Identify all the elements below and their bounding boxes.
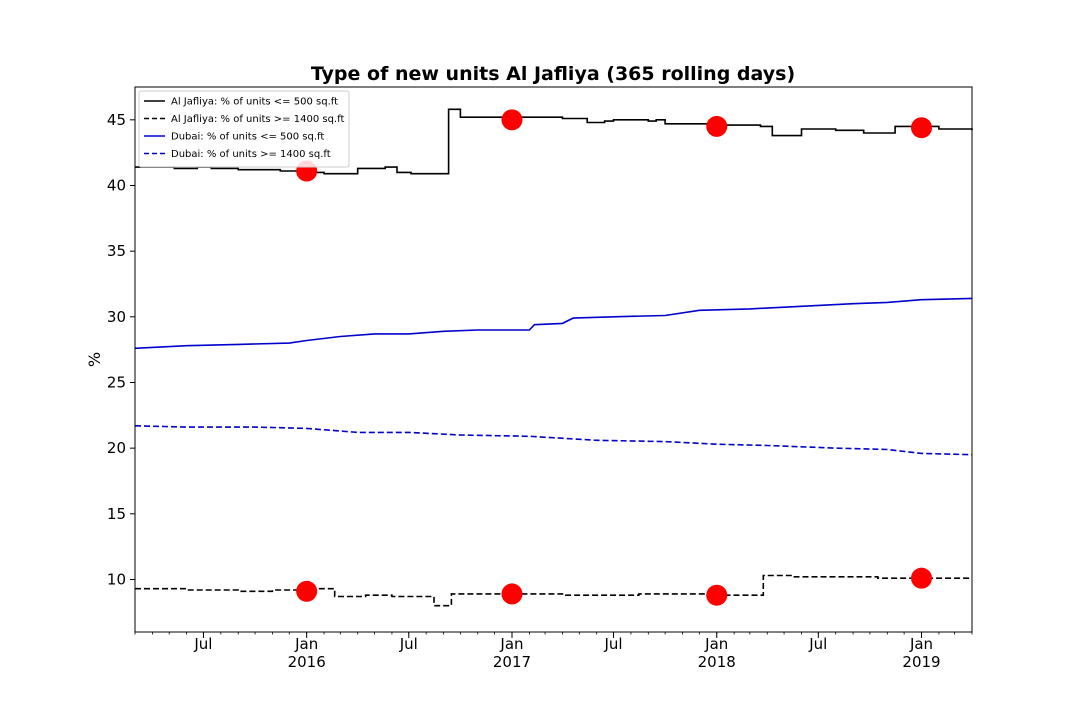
marker-point-5 <box>296 580 318 602</box>
y-tick-label: 15 <box>107 505 126 523</box>
x-tick-label: Jan <box>499 635 523 653</box>
x-tick-label: Jul <box>193 635 212 653</box>
legend-label-2: Al Jafliya: % of units >= 1400 sq.ft <box>171 114 344 125</box>
marker-point-6 <box>501 583 523 605</box>
series-layer <box>134 108 973 607</box>
y-tick-label: 35 <box>107 242 126 260</box>
chart-title: Type of new units Al Jafliya (365 rollin… <box>311 63 795 85</box>
x-tick-label: Jul <box>808 635 827 653</box>
x-tick-year-label: 2017 <box>493 653 531 671</box>
marker-point-4 <box>911 117 933 139</box>
x-tick-label: Jan <box>909 635 933 653</box>
series-line-1 <box>135 108 973 175</box>
marker-point-7 <box>706 584 728 606</box>
marker-layer <box>296 109 933 606</box>
legend-label-1: Al Jafliya: % of units <= 500 sq.ft <box>171 97 338 108</box>
series-line-4 <box>134 425 973 456</box>
y-tick-label: 30 <box>107 308 126 326</box>
marker-point-3 <box>706 115 728 137</box>
x-tick-year-label: 2019 <box>902 653 940 671</box>
legend-label-3: Dubai: % of units <= 500 sq.ft <box>171 132 324 143</box>
y-tick-label: 10 <box>107 570 126 588</box>
y-axis-label: % <box>85 352 104 367</box>
marker-point-8 <box>911 567 933 589</box>
y-tick-label: 45 <box>107 111 126 129</box>
x-tick-label: Jan <box>704 635 728 653</box>
x-tick-year-label: 2018 <box>698 653 736 671</box>
x-tick-year-label: 2016 <box>288 653 326 671</box>
x-tick-label: Jan <box>294 635 318 653</box>
legend-label-4: Dubai: % of units >= 1400 sq.ft <box>171 149 331 160</box>
marker-point-2 <box>501 109 523 131</box>
legend: Al Jafliya: % of units <= 500 sq.ft Al Ja… <box>138 90 350 168</box>
x-tick-label: Jul <box>399 635 418 653</box>
x-tick-label: Jul <box>603 635 622 653</box>
y-tick-label: 25 <box>107 373 126 391</box>
plot-frame <box>134 86 973 633</box>
y-tick-label: 40 <box>107 176 126 194</box>
series-line-2 <box>135 574 972 607</box>
y-axis: 10 15 20 25 30 35 40 45 <box>107 111 135 588</box>
series-line-3 <box>134 297 973 350</box>
legend-box <box>138 90 350 168</box>
y-tick-label: 20 <box>107 439 126 457</box>
